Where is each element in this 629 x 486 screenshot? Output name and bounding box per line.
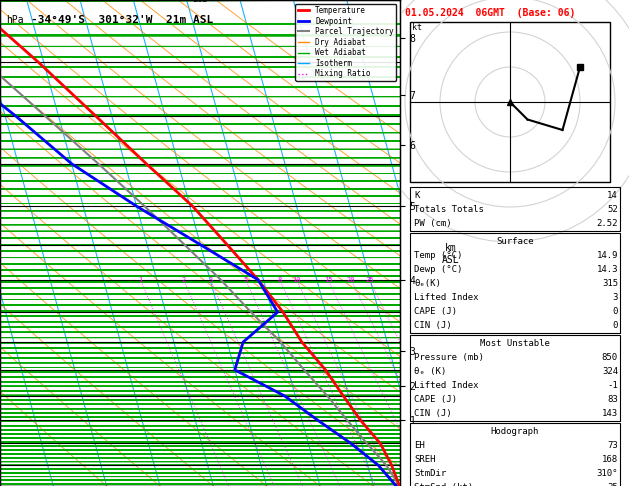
Text: 1: 1 (138, 277, 143, 283)
Text: StmSpd (kt): StmSpd (kt) (414, 483, 473, 486)
Text: 315: 315 (602, 278, 618, 288)
Text: StmDir: StmDir (414, 469, 446, 478)
Y-axis label: km
ASL: km ASL (442, 243, 459, 264)
Text: 143: 143 (602, 409, 618, 417)
Text: 10: 10 (292, 277, 301, 283)
Text: 25: 25 (365, 277, 374, 283)
Text: 73: 73 (607, 440, 618, 450)
Text: SREH: SREH (414, 454, 435, 464)
Text: CAPE (J): CAPE (J) (414, 307, 457, 315)
Text: 0: 0 (613, 307, 618, 315)
Text: Pressure (mb): Pressure (mb) (414, 352, 484, 362)
Text: 324: 324 (602, 366, 618, 376)
Text: Lifted Index: Lifted Index (414, 293, 479, 301)
Text: 15: 15 (324, 277, 332, 283)
Text: 14.3: 14.3 (596, 264, 618, 274)
Text: 0: 0 (613, 320, 618, 330)
Bar (410, 423, 620, 486)
Text: -1: -1 (607, 381, 618, 389)
Text: EH: EH (414, 440, 425, 450)
Text: 35: 35 (607, 483, 618, 486)
Text: 168: 168 (602, 454, 618, 464)
Bar (410, 187, 620, 231)
Text: LCL: LCL (192, 0, 207, 4)
Text: -34°49'S  301°32'W  21m ASL: -34°49'S 301°32'W 21m ASL (31, 15, 214, 25)
Text: θₑ (K): θₑ (K) (414, 366, 446, 376)
Text: PW (cm): PW (cm) (414, 219, 452, 227)
Text: 14: 14 (607, 191, 618, 199)
Text: Surface: Surface (496, 237, 534, 245)
Text: Most Unstable: Most Unstable (480, 339, 550, 347)
Text: hPa: hPa (6, 15, 24, 25)
Text: Dewp (°C): Dewp (°C) (414, 264, 462, 274)
Text: CAPE (J): CAPE (J) (414, 395, 457, 403)
Bar (410, 233, 620, 333)
Text: 52: 52 (607, 205, 618, 213)
Text: Totals Totals: Totals Totals (414, 205, 484, 213)
Text: 01.05.2024  06GMT  (Base: 06): 01.05.2024 06GMT (Base: 06) (405, 8, 576, 18)
Bar (410, 335, 620, 421)
Text: 3: 3 (208, 277, 213, 283)
Text: 20: 20 (347, 277, 355, 283)
Text: Lifted Index: Lifted Index (414, 381, 479, 389)
Text: Hodograph: Hodograph (491, 427, 539, 435)
Text: K: K (414, 191, 420, 199)
Text: 850: 850 (602, 352, 618, 362)
Text: CIN (J): CIN (J) (414, 409, 452, 417)
Text: 8: 8 (278, 277, 282, 283)
Text: 2.52: 2.52 (596, 219, 618, 227)
Text: 83: 83 (607, 395, 618, 403)
Text: 310°: 310° (596, 469, 618, 478)
Text: CIN (J): CIN (J) (414, 320, 452, 330)
Text: 3: 3 (613, 293, 618, 301)
Legend: Temperature, Dewpoint, Parcel Trajectory, Dry Adiabat, Wet Adiabat, Isotherm, Mi: Temperature, Dewpoint, Parcel Trajectory… (296, 4, 396, 81)
Text: 5: 5 (243, 277, 248, 283)
Bar (410, 22, 610, 182)
Text: θₑ(K): θₑ(K) (414, 278, 441, 288)
Text: 2: 2 (182, 277, 186, 283)
Text: kt: kt (412, 23, 422, 32)
Text: Temp (°C): Temp (°C) (414, 250, 462, 260)
Text: 14.9: 14.9 (596, 250, 618, 260)
